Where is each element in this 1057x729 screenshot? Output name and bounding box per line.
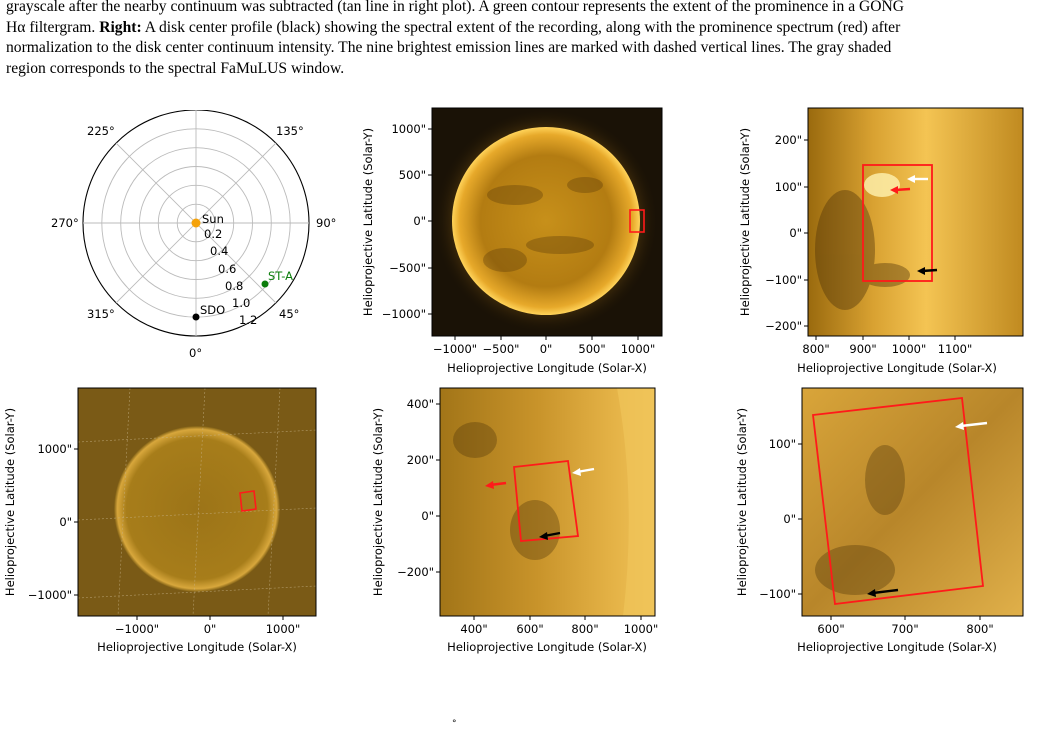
y-tick: −1000" — [382, 307, 426, 321]
y-tick: 0" — [783, 512, 796, 526]
x-tick: 800" — [571, 622, 598, 636]
polar-angle-45: 45° — [279, 307, 299, 321]
y-tick: 100" — [775, 180, 802, 194]
region-box — [629, 209, 645, 233]
solar-disk — [452, 127, 640, 315]
polar-angle-135: 135° — [276, 124, 304, 138]
full-disk-image-panel: 1000" 500" 0" −500" −1000" −1000" −500" … — [361, 107, 663, 375]
polar-radius-label: 0.2 — [204, 227, 222, 241]
st-a-label: ST-A — [268, 269, 293, 283]
sun-marker — [191, 218, 201, 228]
x-axis-label: Helioprojective Longitude (Solar-X) — [97, 640, 297, 654]
y-tick: 100" — [769, 437, 796, 451]
y-tick: 0" — [59, 515, 72, 529]
x-tick: −1000" — [115, 622, 159, 636]
caption-line-2: Hα filtergram. Right: A disk center prof… — [6, 18, 901, 36]
polar-radius-label: 0.6 — [218, 262, 236, 276]
y-tick: 1000" — [37, 442, 72, 456]
y-axis-label: Helioprojective Latitude (Solar-Y) — [3, 408, 17, 596]
x-tick: 0" — [540, 342, 553, 356]
y-tick: −100" — [765, 273, 802, 287]
st-a-marker — [261, 280, 269, 288]
region-box — [239, 490, 257, 512]
figure-caption: grayscale after the nearby continuum was… — [6, 0, 1052, 79]
region-box — [812, 397, 984, 606]
y-tick: 1000" — [391, 122, 426, 136]
y-tick: 200" — [407, 453, 434, 467]
x-axis-label: Helioprojective Longitude (Solar-X) — [797, 361, 997, 375]
x-tick: −1000" — [433, 342, 477, 356]
sdo-label: SDO — [200, 303, 225, 317]
x-tick: 800" — [802, 342, 829, 356]
x-tick: 1000" — [892, 342, 927, 356]
y-tick: 500" — [399, 168, 426, 182]
polar-radius-label: 0.8 — [225, 279, 243, 293]
y-tick: −200" — [397, 565, 434, 579]
polar-angle-315: 315° — [87, 307, 115, 321]
image-background — [440, 388, 655, 616]
caption-line-4: region corresponds to the spectral FaMuL… — [6, 59, 345, 77]
x-axis-label: Helioprojective Longitude (Solar-X) — [447, 361, 647, 375]
y-tick: −100" — [759, 587, 796, 601]
x-tick: 700" — [891, 622, 918, 636]
y-tick: 400" — [407, 397, 434, 411]
y-tick: 200" — [775, 133, 802, 147]
polar-radius-label: 1.0 — [232, 296, 250, 310]
zoom-image-panel-top: 200" 100" 0" −100" −200" 800" 900" 1000"… — [738, 107, 1024, 375]
region-box — [513, 460, 580, 542]
x-tick: 0" — [204, 622, 217, 636]
x-tick: 600" — [817, 622, 844, 636]
caption-line-1: grayscale after the nearby continuum was… — [6, 0, 905, 15]
x-tick: 1000" — [266, 622, 301, 636]
caption-line-3: normalization to the disk center continu… — [6, 39, 892, 56]
y-axis-label: Helioprojective Latitude (Solar-Y) — [738, 128, 752, 316]
y-tick: −500" — [389, 261, 426, 275]
x-axis-label: Helioprojective Longitude (Solar-X) — [797, 640, 997, 654]
x-tick: 600" — [516, 622, 543, 636]
y-tick: 0" — [413, 214, 426, 228]
polar-angle-0: 0° — [189, 346, 202, 360]
x-tick: 500" — [578, 342, 605, 356]
solar-disk — [114, 426, 280, 592]
y-axis-label: Helioprojective Latitude (Solar-Y) — [361, 128, 375, 316]
x-tick: 1000" — [624, 622, 659, 636]
stereo-detail-panel: 100" 0" −100" 600" 700" 800" Helioprojec… — [735, 387, 1024, 654]
x-tick: 900" — [849, 342, 876, 356]
sun-label: Sun — [202, 212, 224, 226]
x-tick: 1100" — [938, 342, 973, 356]
polar-plot: 225° 135° 270° 90° 315° 45° 0° 0.2 0.4 0… — [51, 110, 336, 360]
stereo-zoom-panel: 400" 200" 0" −200" 400" 600" 800" 1000" … — [371, 387, 659, 654]
sdo-marker — [192, 313, 200, 321]
y-tick: −200" — [765, 319, 802, 333]
stereo-full-disk-panel: 1000" 0" −1000" −1000" 0" 1000" Heliopro… — [3, 387, 317, 654]
polar-radius-label: 0.4 — [210, 244, 228, 258]
y-axis-label: Helioprojective Latitude (Solar-Y) — [735, 408, 749, 596]
stray-mark: ° — [452, 719, 457, 729]
polar-angle-225: 225° — [87, 124, 115, 138]
y-tick: 0" — [421, 509, 434, 523]
y-tick: 0" — [789, 226, 802, 240]
region-box — [862, 164, 933, 282]
x-tick: 1000" — [621, 342, 656, 356]
x-axis-label: Helioprojective Longitude (Solar-X) — [447, 640, 647, 654]
x-tick: −500" — [483, 342, 520, 356]
y-axis-label: Helioprojective Latitude (Solar-Y) — [371, 408, 385, 596]
polar-angle-270: 270° — [51, 216, 79, 230]
y-tick: −1000" — [28, 588, 72, 602]
image-background — [808, 108, 1023, 336]
polar-angle-90: 90° — [316, 216, 336, 230]
polar-radius-label: 1.2 — [239, 313, 257, 327]
x-tick: 400" — [460, 622, 487, 636]
image-background — [802, 388, 1023, 616]
x-tick: 800" — [966, 622, 993, 636]
